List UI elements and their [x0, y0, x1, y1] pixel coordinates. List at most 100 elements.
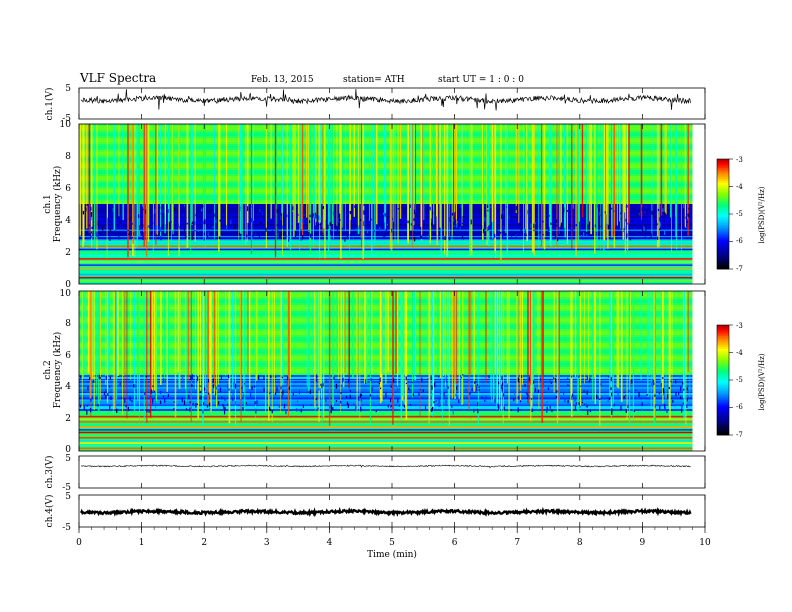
spec-streak [527, 291, 529, 404]
spec-speck [268, 406, 271, 411]
spec-streak [658, 124, 660, 215]
colorbar-segment [717, 385, 729, 388]
spec-speck [617, 391, 619, 395]
ch4-ytick-top: 5 [65, 492, 71, 502]
spec-streak [448, 291, 450, 426]
spec-streak [309, 124, 312, 255]
spec-streak [86, 124, 88, 229]
spec-speck [654, 224, 656, 229]
spec-streak [570, 291, 571, 403]
spec-speck [200, 391, 202, 393]
spec-speck [344, 237, 346, 242]
spec-speck [520, 230, 522, 235]
spec-streak [249, 291, 251, 389]
spec-speck [623, 395, 625, 399]
spec-speck [481, 396, 483, 399]
colorbar-segment [717, 334, 729, 337]
spec-speck [360, 393, 363, 397]
spec-streak [218, 124, 221, 237]
cb2-tick-m3: -3 [736, 322, 743, 330]
spec-streak [413, 124, 415, 226]
spec-streak [268, 291, 270, 421]
spec-streak [368, 124, 370, 221]
spec-speck [336, 227, 339, 231]
spec-streak [441, 291, 442, 406]
spec-streak [588, 291, 590, 380]
spec-speck [367, 230, 369, 234]
spec-streak [106, 291, 109, 404]
spec-streak [168, 291, 169, 374]
spec-speck [487, 226, 489, 232]
spec-streak [574, 291, 576, 377]
spec-speck [456, 223, 458, 228]
colorbar-segment [717, 223, 729, 226]
spec-speck [668, 386, 670, 390]
x-tick-label-10: 10 [699, 538, 711, 548]
spec-speck [173, 207, 176, 212]
spec-streak [640, 124, 643, 217]
spec-speck [202, 402, 205, 406]
spec-streak [442, 291, 443, 420]
ch3-waveform-trace [80, 464, 691, 469]
spec-speck [408, 387, 410, 391]
colorbar-segment [717, 402, 729, 405]
spec-speck [485, 214, 487, 218]
spec-speck [554, 405, 556, 408]
spec-speck [449, 205, 452, 207]
spec-speck [656, 223, 658, 226]
spec-streak [542, 291, 544, 388]
spec-speck [572, 393, 574, 397]
ch1-channel-label: ch.1 [43, 194, 53, 213]
spec-speck [125, 210, 127, 215]
spec-speck [335, 400, 338, 402]
spec-streak [487, 124, 489, 237]
spec-streak [356, 291, 358, 392]
spec-streak [596, 124, 598, 248]
spec-streak [456, 124, 457, 228]
spec-speck [259, 209, 261, 212]
spec-speck [384, 213, 386, 217]
spec-speck [324, 388, 326, 393]
spec-speck [383, 212, 385, 216]
spec-speck [160, 400, 162, 404]
spec-streak [549, 124, 551, 237]
spec-speck [387, 404, 389, 408]
spec-streak [444, 124, 446, 255]
spec-streak [246, 124, 248, 242]
spec-speck [500, 232, 502, 234]
spec-streak [255, 291, 256, 419]
spec-speck [569, 224, 572, 227]
ch2-ytick-4: 4 [65, 382, 71, 392]
spec-streak [553, 291, 555, 393]
colorbar-segment [717, 336, 729, 339]
spec-streak [91, 291, 94, 380]
spec-speck [629, 232, 631, 236]
spec-streak [340, 291, 342, 412]
ch3-waveform-panel: 5 -5 ch.3(V) [44, 454, 706, 493]
x-axis-tick-labels: 0 1 2 3 4 5 6 7 8 9 10 [76, 538, 711, 548]
spec-speck [133, 384, 135, 388]
spec-speck [355, 228, 357, 231]
spec-speck [228, 388, 230, 391]
spec-streak [146, 291, 148, 424]
spec-speck [83, 405, 85, 411]
spec-speck [121, 397, 123, 399]
spec-speck [518, 211, 520, 214]
spec-streak [675, 124, 677, 238]
colorbar-segment [717, 420, 729, 423]
colorbar-segment [717, 261, 729, 264]
spec-streak [133, 291, 136, 411]
spec-speck [91, 396, 93, 398]
spec-streak [84, 291, 87, 375]
spec-streak [399, 124, 402, 219]
spec-speck [409, 404, 412, 406]
spec-speck [258, 234, 261, 239]
spec-speck [288, 237, 290, 242]
spec-streak [446, 124, 449, 257]
ch2-frequency-ylabel: Frequency (kHz) [52, 332, 63, 409]
spec-streak [155, 124, 157, 245]
spec-speck [281, 394, 283, 398]
spec-speck [664, 406, 666, 410]
colorbar-segment [717, 226, 729, 230]
spec-speck [82, 210, 85, 215]
